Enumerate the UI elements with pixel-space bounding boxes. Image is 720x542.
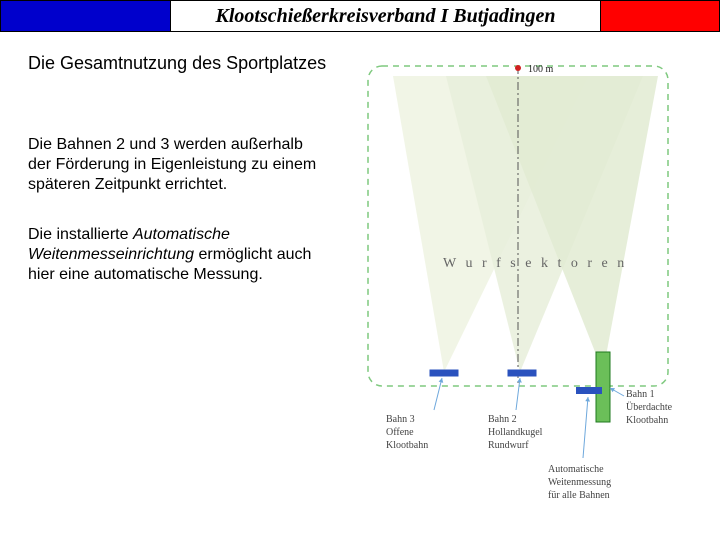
header-banner: Klootschießerkreisverband I Butjadingen bbox=[0, 0, 720, 32]
svg-text:Bahn 3: Bahn 3 bbox=[386, 414, 415, 425]
field-diagram: 100 m W u r f s e k t o r e n Bahn 3 Offene… bbox=[348, 52, 688, 522]
paragraph-1: Die Bahnen 2 und 3 werden außerhalb der … bbox=[28, 135, 328, 195]
header-title: Klootschießerkreisverband I Butjadingen bbox=[171, 1, 601, 31]
text-column: Die Gesamtnutzung des Sportplatzes Die B… bbox=[28, 52, 328, 522]
svg-text:Überdachte: Überdachte bbox=[626, 401, 673, 413]
svg-text:Klootbahn: Klootbahn bbox=[626, 415, 668, 426]
svg-text:Weitenmessung: Weitenmessung bbox=[548, 477, 611, 488]
svg-text:Bahn 2: Bahn 2 bbox=[488, 414, 517, 425]
header-flag-right bbox=[601, 1, 719, 31]
svg-text:Klootbahn: Klootbahn bbox=[386, 440, 428, 451]
paragraph-2: Die installierte Automatische Weitenmess… bbox=[28, 225, 328, 285]
svg-text:100 m: 100 m bbox=[528, 64, 554, 75]
header-flag-left bbox=[1, 1, 171, 31]
svg-text:Automatische: Automatische bbox=[548, 464, 604, 475]
svg-text:Bahn 1: Bahn 1 bbox=[626, 389, 655, 400]
heading: Die Gesamtnutzung des Sportplatzes bbox=[28, 52, 328, 75]
content-area: Die Gesamtnutzung des Sportplatzes Die B… bbox=[0, 32, 720, 542]
svg-text:Rundwurf: Rundwurf bbox=[488, 440, 529, 451]
para2-a: Die installierte bbox=[28, 226, 133, 243]
svg-text:W u r f s e k t o r e n: W u r f s e k t o r e n bbox=[443, 256, 627, 271]
svg-text:Offene: Offene bbox=[386, 427, 414, 438]
diagram-column: 100 m W u r f s e k t o r e n Bahn 3 Offene… bbox=[348, 52, 692, 522]
svg-text:Hollandkugel: Hollandkugel bbox=[488, 427, 543, 438]
svg-text:für alle Bahnen: für alle Bahnen bbox=[548, 490, 610, 501]
